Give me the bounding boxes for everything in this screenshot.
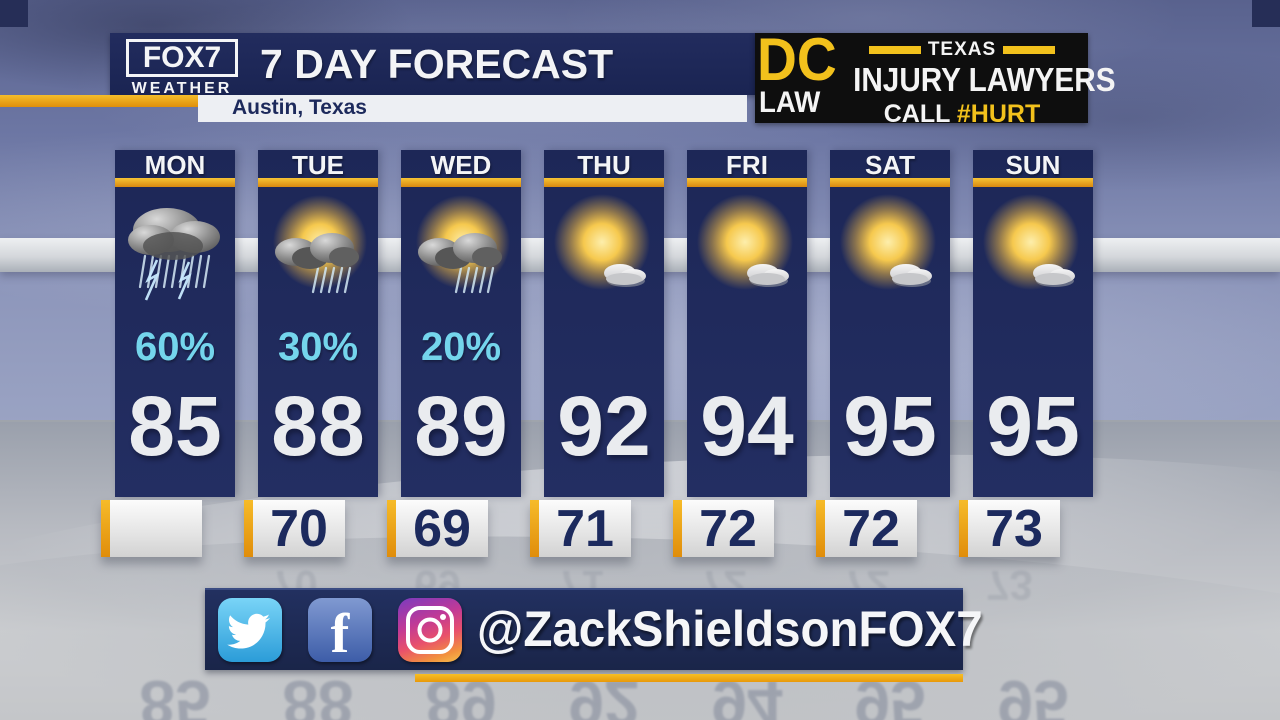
day-accent-bar <box>830 178 950 187</box>
low-accent-strip <box>387 500 396 557</box>
ad-region-label: TEXAS <box>927 39 997 60</box>
low-temp: 70 <box>270 500 328 558</box>
day-accent-bar <box>401 178 521 187</box>
location-strip: Austin, Texas <box>198 95 747 122</box>
sun-clouds-rain-icon <box>258 190 378 318</box>
day-column: MON 60% 85 <box>101 150 235 557</box>
day-column: SUN 95 73 <box>959 150 1093 558</box>
corner-marker <box>0 0 28 27</box>
mostly-sunny-icon <box>973 190 1093 318</box>
day-column: WED 20% 89 69 <box>387 150 521 558</box>
low-accent-strip <box>959 500 968 557</box>
header-bar: FOX7 WEATHER 7 DAY FORECAST <box>110 33 758 97</box>
mostly-sunny-icon <box>544 190 664 318</box>
low-temp: 73 <box>985 500 1043 558</box>
day-column: SAT 95 72 <box>816 150 950 558</box>
facebook-icon: f <box>308 598 372 662</box>
instagram-icon <box>398 598 462 662</box>
precip-chance: 60% <box>134 325 216 369</box>
low-accent-strip <box>673 500 682 557</box>
day-label: TUE <box>292 150 344 180</box>
low-temp-box <box>101 500 202 557</box>
high-temp: 92 <box>557 379 651 473</box>
high-temp: 95 <box>843 379 937 473</box>
twitter-icon <box>218 598 282 662</box>
high-temp-reflection: 95 <box>997 667 1069 720</box>
mostly-sunny-icon <box>687 190 807 318</box>
day-label: FRI <box>726 150 768 180</box>
high-temp-reflection: 88 <box>282 667 354 720</box>
social-handle: @ZackShieldsonFOX7 <box>477 601 983 657</box>
high-temp: 94 <box>700 379 794 473</box>
day-label: WED <box>430 150 492 180</box>
ad-brand-law: LAW <box>759 86 821 119</box>
day-accent-bar <box>973 178 1093 187</box>
sponsor-ad: DC LAW TEXAS INJURY LAWYERS CALL #HURT <box>755 26 1116 128</box>
social-icons: f <box>218 598 462 662</box>
ad-main-label: INJURY LAWYERS <box>853 61 1116 98</box>
mostly-sunny-icon <box>830 190 950 318</box>
low-accent-strip <box>244 500 253 557</box>
corner-marker <box>1252 0 1280 27</box>
low-accent-strip <box>530 500 539 557</box>
low-temp-box: 73 <box>959 500 1060 558</box>
day-column: FRI 94 72 <box>673 150 807 558</box>
low-temp: 69 <box>413 500 471 558</box>
ad-call-prefix: CALL <box>883 100 950 128</box>
ad-call-hashtag: #HURT <box>956 100 1041 128</box>
low-accent-strip <box>816 500 825 557</box>
day-accent-bar <box>258 178 378 187</box>
low-temp <box>110 500 202 557</box>
day-label: SAT <box>864 150 916 180</box>
page-title: 7 DAY FORECAST <box>260 41 614 87</box>
location-label: Austin, Texas <box>232 96 367 119</box>
high-temp: 88 <box>271 379 365 473</box>
facebook-f-glyph: f <box>330 603 350 662</box>
day-label: SUN <box>1005 150 1061 180</box>
low-temp-box: 71 <box>530 500 631 558</box>
high-temp: 85 <box>128 379 222 473</box>
high-temp: 89 <box>414 379 508 473</box>
day-column: TUE 30% 88 70 <box>244 150 378 558</box>
banner-accent-underline <box>415 674 963 682</box>
ad-text-block: TEXAS INJURY LAWYERS CALL #HURT <box>841 39 1116 129</box>
high-temp-reflection: 85 <box>139 667 211 720</box>
day-accent-bar <box>115 178 235 187</box>
sun-clouds-rain-icon <box>401 190 521 318</box>
ad-accent-bar <box>868 46 921 54</box>
day-column: THU 92 71 <box>530 150 664 558</box>
station-logo: FOX7 <box>126 39 238 77</box>
day-accent-bar <box>544 178 664 187</box>
ad-brand-dc: DC <box>757 26 837 93</box>
low-temp: 71 <box>556 500 614 558</box>
high-temp: 95 <box>986 379 1080 473</box>
low-temp-box: 70 <box>244 500 345 558</box>
thunderstorms-icon <box>115 190 235 318</box>
left-accent-bar <box>0 95 198 107</box>
low-temp: 72 <box>842 500 900 558</box>
station-sublabel: WEATHER <box>131 80 233 97</box>
precip-chance: 30% <box>277 325 359 369</box>
low-temp-box: 69 <box>387 500 488 558</box>
low-temp-box: 72 <box>816 500 917 558</box>
day-accent-bar <box>687 178 807 187</box>
low-temp: 72 <box>699 500 757 558</box>
precip-chance: 20% <box>420 325 502 369</box>
low-accent-strip <box>101 500 110 557</box>
social-banner: f @ZackShieldsonFOX7 <box>205 588 983 670</box>
day-label: MON <box>144 150 206 180</box>
low-temp-box: 72 <box>673 500 774 558</box>
day-label: THU <box>577 150 631 180</box>
ad-call-label: CALL #HURT <box>841 100 1083 129</box>
ad-accent-bar <box>1003 46 1056 54</box>
